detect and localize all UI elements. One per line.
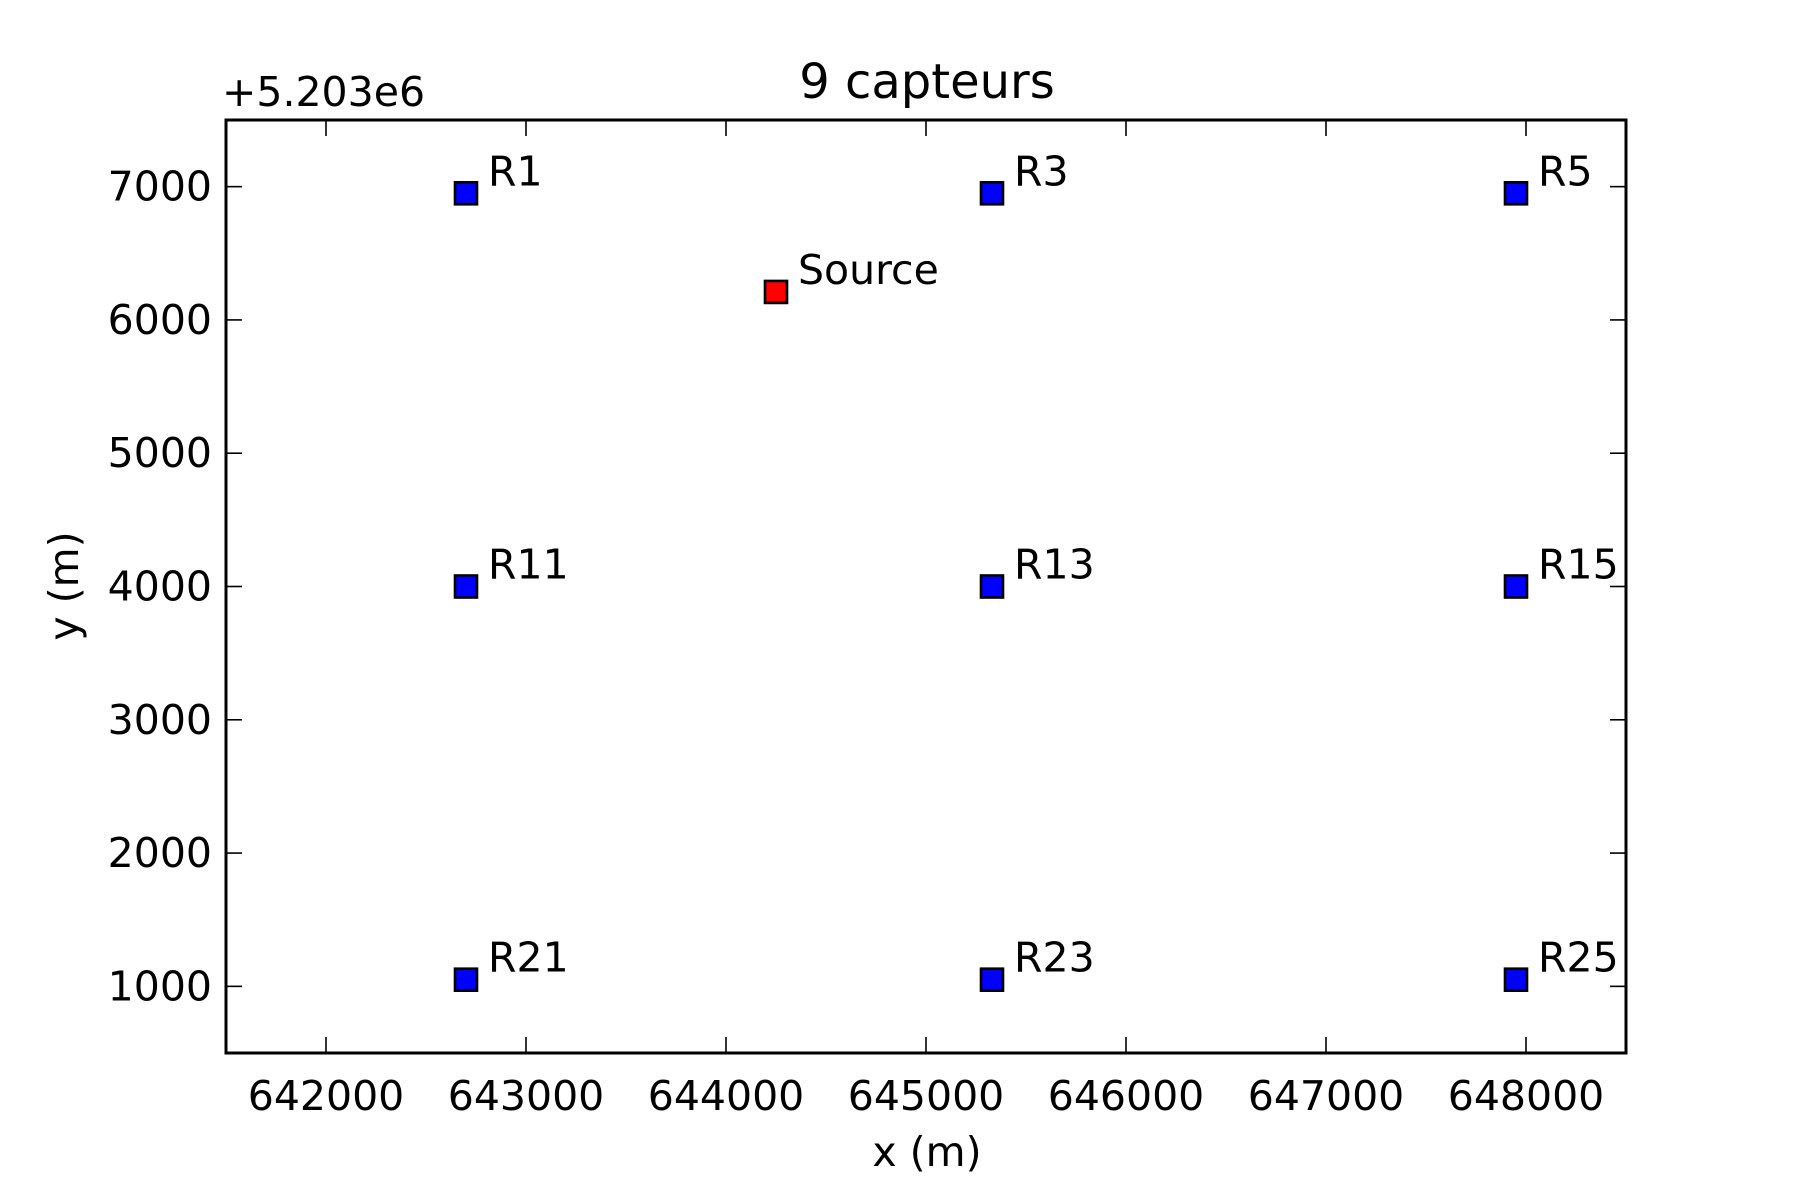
y-tick-label: 4000 xyxy=(108,563,212,611)
point-label: R3 xyxy=(1014,147,1069,195)
data-point xyxy=(1503,967,1529,992)
point-label: R1 xyxy=(488,147,543,195)
data-point xyxy=(1503,574,1529,599)
data-point xyxy=(453,181,479,206)
y-offset-label: +5.203e6 xyxy=(222,68,425,116)
data-point xyxy=(1503,181,1529,206)
x-tick-label: 645000 xyxy=(848,1072,1005,1120)
x-tick-label: 642000 xyxy=(248,1072,405,1120)
y-tick-label: 5000 xyxy=(108,429,212,477)
x-tick-labels: 642000 643000 644000 645000 646000 647000 6480… xyxy=(248,1072,1605,1120)
point-labels: R1 R3 R5 R11 R13 R15 R21 R23 R25 Source xyxy=(488,147,1619,981)
y-tick-label: 3000 xyxy=(108,696,212,744)
point-label: R13 xyxy=(1014,541,1095,589)
data-point xyxy=(979,181,1005,206)
y-axis-label: y (m) xyxy=(40,531,88,640)
plot-frame xyxy=(224,118,1628,1055)
data-points xyxy=(453,181,1529,992)
y-tick-label: 1000 xyxy=(108,962,212,1010)
y-tick-labels: 1000 2000 3000 4000 5000 6000 7000 xyxy=(108,163,212,1011)
point-label: R11 xyxy=(488,541,569,589)
y-tick-label: 7000 xyxy=(108,163,212,211)
x-tick-label: 646000 xyxy=(1048,1072,1205,1120)
x-tick-label: 644000 xyxy=(648,1072,805,1120)
x-tick-label: 647000 xyxy=(1248,1072,1405,1120)
x-axis-label: x (m) xyxy=(872,1128,981,1176)
point-label: R23 xyxy=(1014,934,1095,982)
x-tick-label: 643000 xyxy=(448,1072,605,1120)
point-label: R25 xyxy=(1538,934,1619,982)
data-point xyxy=(453,574,479,599)
point-label: R5 xyxy=(1538,147,1593,195)
data-point xyxy=(979,967,1005,992)
data-point xyxy=(979,574,1005,599)
chart-title: 9 capteurs xyxy=(799,54,1055,110)
axis-ticks xyxy=(226,120,1626,1053)
point-label: Source xyxy=(798,246,939,294)
data-point xyxy=(453,967,479,992)
y-tick-label: 6000 xyxy=(108,296,212,344)
y-tick-label: 2000 xyxy=(108,829,212,877)
x-tick-label: 648000 xyxy=(1448,1072,1605,1120)
point-label: R15 xyxy=(1538,541,1619,589)
point-label: R21 xyxy=(488,934,569,982)
data-point xyxy=(763,279,789,305)
